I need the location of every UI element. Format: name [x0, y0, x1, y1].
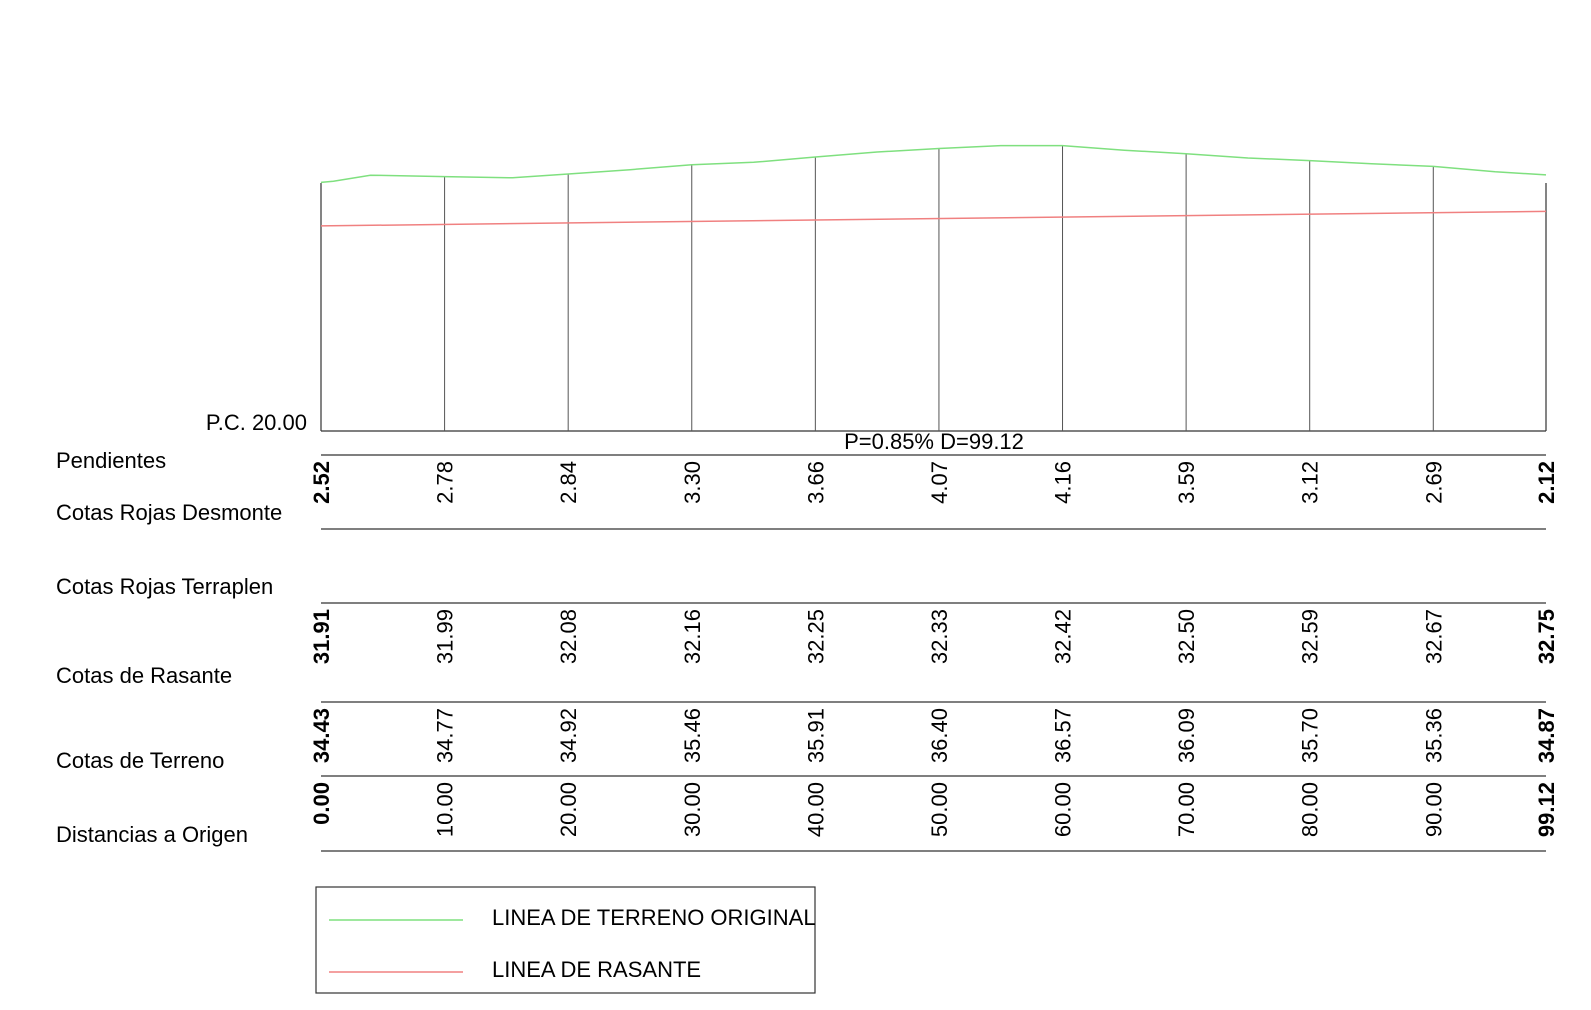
terrain-profile-line: [320, 144, 1547, 184]
distancia-value: 50.00: [927, 782, 952, 837]
terreno-value: 35.70: [1298, 708, 1323, 763]
distancia-value: 70.00: [1174, 782, 1199, 837]
row-label-distancias: Distancias a Origen: [56, 822, 248, 847]
row-label-terraplen: Cotas Rojas Terraplen: [56, 574, 273, 599]
rasante-value: 32.25: [803, 609, 828, 664]
desmonte-value: 3.66: [803, 461, 828, 504]
terreno-value: 36.57: [1051, 708, 1076, 763]
legend: LINEA DE TERRENO ORIGINAL LINEA DE RASAN…: [315, 886, 816, 994]
legend-label-grade: LINEA DE RASANTE: [492, 957, 701, 982]
distancia-value: 0.00: [309, 782, 334, 825]
table-values: 2.52 2.78 2.84 3.30 3.66 4.07 4.16 3.59 3.12 2.69…: [309, 461, 1559, 837]
rasante-value: 32.33: [927, 609, 952, 664]
terreno-value: 35.36: [1421, 708, 1446, 763]
row-label-pendientes: Pendientes: [56, 448, 166, 473]
row-label-desmonte: Cotas Rojas Desmonte: [56, 500, 282, 525]
rasante-value: 32.08: [556, 609, 581, 664]
distancia-value: 30.00: [680, 782, 705, 837]
rasante-value: 32.67: [1421, 609, 1446, 664]
desmonte-value: 2.52: [309, 461, 334, 504]
terreno-value: 35.91: [803, 708, 828, 763]
row-label-terreno: Cotas de Terreno: [56, 748, 224, 773]
rasante-value: 32.16: [680, 609, 705, 664]
legend-label-terrain: LINEA DE TERRENO ORIGINAL: [492, 905, 816, 930]
terreno-value: 34.77: [433, 708, 458, 763]
rasante-value: 32.75: [1534, 609, 1559, 664]
distancia-value: 20.00: [556, 782, 581, 837]
distancia-value: 99.12: [1534, 782, 1559, 837]
terreno-value: 34.92: [556, 708, 581, 763]
desmonte-value: 2.69: [1421, 461, 1446, 504]
legend-box: [315, 886, 816, 994]
terreno-value: 35.46: [680, 708, 705, 763]
terreno-value: 34.87: [1534, 708, 1559, 763]
terreno-value: 36.09: [1174, 708, 1199, 763]
station-lines: [444, 145, 1434, 431]
reference-datum-label: P.C. 20.00: [206, 410, 307, 435]
terreno-value: 34.43: [309, 708, 334, 763]
desmonte-value: 2.12: [1534, 461, 1559, 504]
rasante-value: 31.91: [309, 609, 334, 664]
rasante-value: 32.59: [1298, 609, 1323, 664]
desmonte-value: 4.16: [1051, 461, 1076, 504]
distancia-value: 60.00: [1051, 782, 1076, 837]
desmonte-value: 3.30: [680, 461, 705, 504]
rasante-value: 31.99: [433, 609, 458, 664]
slope-annotation: P=0.85% D=99.12: [844, 429, 1024, 454]
terreno-value: 36.40: [927, 708, 952, 763]
distancia-value: 80.00: [1298, 782, 1323, 837]
desmonte-value: 3.12: [1298, 461, 1323, 504]
distancia-value: 10.00: [433, 782, 458, 837]
rasante-value: 32.42: [1051, 609, 1076, 664]
desmonte-value: 2.78: [433, 461, 458, 504]
desmonte-value: 2.84: [556, 461, 581, 504]
distancia-value: 40.00: [803, 782, 828, 837]
desmonte-value: 3.59: [1174, 461, 1199, 504]
desmonte-value: 4.07: [927, 461, 952, 504]
rasante-value: 32.50: [1174, 609, 1199, 664]
distancia-value: 90.00: [1421, 782, 1446, 837]
row-label-rasante: Cotas de Rasante: [56, 663, 232, 688]
grade-line: [320, 210, 1547, 227]
